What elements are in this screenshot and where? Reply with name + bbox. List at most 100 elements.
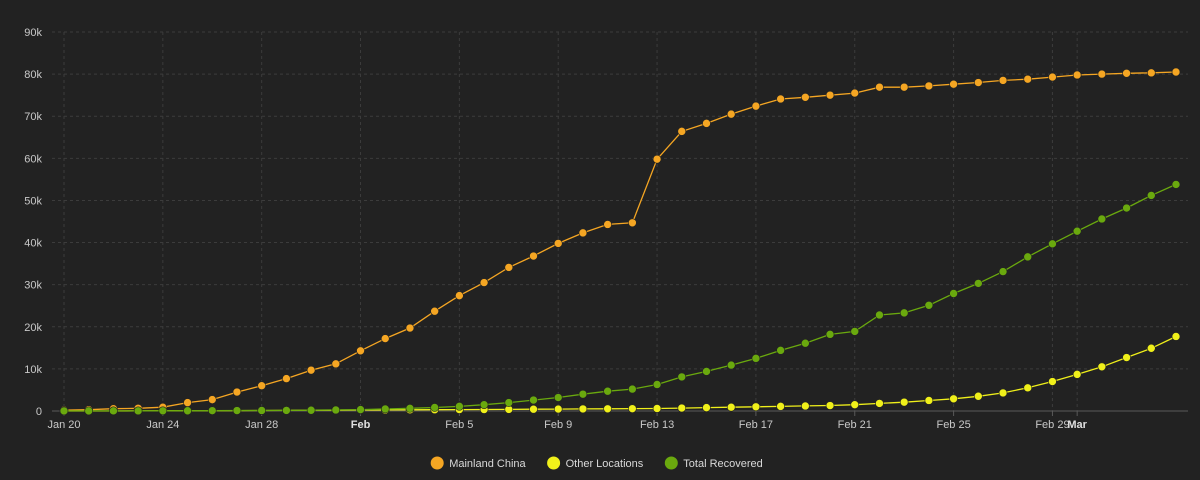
data-point[interactable] (1146, 191, 1156, 200)
data-point[interactable] (257, 381, 266, 391)
data-point[interactable] (529, 404, 538, 414)
data-point[interactable] (603, 220, 612, 229)
data-point[interactable] (652, 380, 662, 389)
data-point[interactable] (1122, 203, 1131, 213)
data-point[interactable] (850, 88, 860, 98)
data-point[interactable] (603, 386, 612, 396)
data-point[interactable] (356, 346, 365, 356)
data-point[interactable] (949, 79, 958, 89)
legend-item[interactable]: Total Recovered (664, 456, 763, 471)
data-point[interactable] (306, 405, 316, 415)
data-point[interactable] (801, 401, 810, 411)
data-point[interactable] (628, 218, 637, 228)
data-point[interactable] (702, 119, 711, 128)
data-point[interactable] (1122, 68, 1131, 78)
legend-item[interactable]: Mainland China (430, 456, 527, 471)
data-point[interactable] (183, 398, 192, 407)
data-point[interactable] (405, 404, 415, 413)
data-point[interactable] (899, 308, 909, 318)
data-point[interactable] (1023, 252, 1033, 262)
data-point[interactable] (405, 323, 415, 333)
data-point[interactable] (1072, 70, 1082, 80)
data-point[interactable] (84, 406, 94, 416)
data-point[interactable] (875, 310, 884, 320)
data-point[interactable] (232, 406, 242, 415)
data-point[interactable] (133, 406, 143, 416)
data-point[interactable] (282, 406, 291, 415)
data-point[interactable] (875, 82, 884, 92)
data-point[interactable] (776, 94, 785, 104)
data-point[interactable] (1097, 362, 1107, 372)
data-point[interactable] (726, 109, 736, 119)
data-point[interactable] (1146, 68, 1156, 78)
data-point[interactable] (974, 279, 983, 288)
data-point[interactable] (1171, 67, 1181, 77)
data-point[interactable] (158, 406, 168, 416)
data-point[interactable] (430, 306, 439, 316)
data-point[interactable] (331, 405, 341, 415)
data-point[interactable] (751, 354, 761, 363)
data-point[interactable] (801, 92, 810, 102)
data-point[interactable] (331, 359, 341, 369)
legend[interactable]: Mainland China Other Locations Total Recov… (430, 456, 763, 471)
data-point[interactable] (652, 404, 662, 413)
data-point[interactable] (801, 338, 810, 348)
data-point[interactable] (899, 82, 909, 92)
data-point[interactable] (825, 330, 835, 339)
data-point[interactable] (1048, 239, 1057, 249)
data-point[interactable] (59, 406, 69, 416)
data-point[interactable] (702, 367, 711, 376)
data-point[interactable] (1146, 343, 1156, 353)
data-point[interactable] (529, 251, 538, 261)
data-point[interactable] (998, 388, 1008, 398)
data-point[interactable] (850, 400, 860, 409)
data-point[interactable] (998, 267, 1008, 276)
data-point[interactable] (628, 384, 637, 394)
data-point[interactable] (949, 394, 958, 404)
data-point[interactable] (850, 327, 860, 336)
data-point[interactable] (207, 406, 217, 415)
data-point[interactable] (232, 387, 242, 397)
data-point[interactable] (504, 398, 514, 407)
data-point[interactable] (825, 90, 835, 100)
data-point[interactable] (553, 239, 563, 248)
data-point[interactable] (677, 403, 687, 413)
data-point[interactable] (282, 374, 291, 383)
data-point[interactable] (1171, 332, 1181, 341)
data-point[interactable] (776, 402, 785, 411)
data-point[interactable] (924, 301, 934, 310)
data-point[interactable] (825, 401, 835, 410)
data-point[interactable] (924, 81, 934, 91)
data-point[interactable] (1122, 353, 1131, 362)
data-point[interactable] (306, 365, 316, 375)
data-point[interactable] (504, 263, 514, 272)
data-point[interactable] (578, 228, 588, 238)
data-point[interactable] (974, 78, 983, 87)
data-point[interactable] (553, 393, 563, 402)
data-point[interactable] (776, 346, 785, 355)
data-point[interactable] (974, 391, 983, 401)
data-point[interactable] (751, 402, 761, 412)
data-point[interactable] (257, 406, 266, 415)
data-point[interactable] (479, 278, 489, 287)
data-point[interactable] (578, 389, 588, 399)
data-point[interactable] (1097, 214, 1107, 224)
data-point[interactable] (924, 396, 934, 405)
data-point[interactable] (1097, 69, 1107, 79)
data-point[interactable] (479, 400, 489, 409)
data-point[interactable] (1048, 377, 1057, 386)
data-point[interactable] (875, 399, 884, 408)
data-point[interactable] (726, 402, 736, 412)
data-point[interactable] (1072, 226, 1082, 236)
data-point[interactable] (1072, 370, 1082, 379)
data-point[interactable] (578, 404, 588, 414)
data-point[interactable] (1023, 383, 1033, 393)
data-point[interactable] (553, 404, 563, 414)
data-point[interactable] (529, 395, 538, 405)
data-point[interactable] (183, 406, 192, 416)
data-point[interactable] (628, 404, 637, 413)
data-point[interactable] (677, 372, 687, 382)
data-point[interactable] (1171, 180, 1181, 189)
data-point[interactable] (652, 154, 662, 164)
data-point[interactable] (430, 403, 439, 412)
